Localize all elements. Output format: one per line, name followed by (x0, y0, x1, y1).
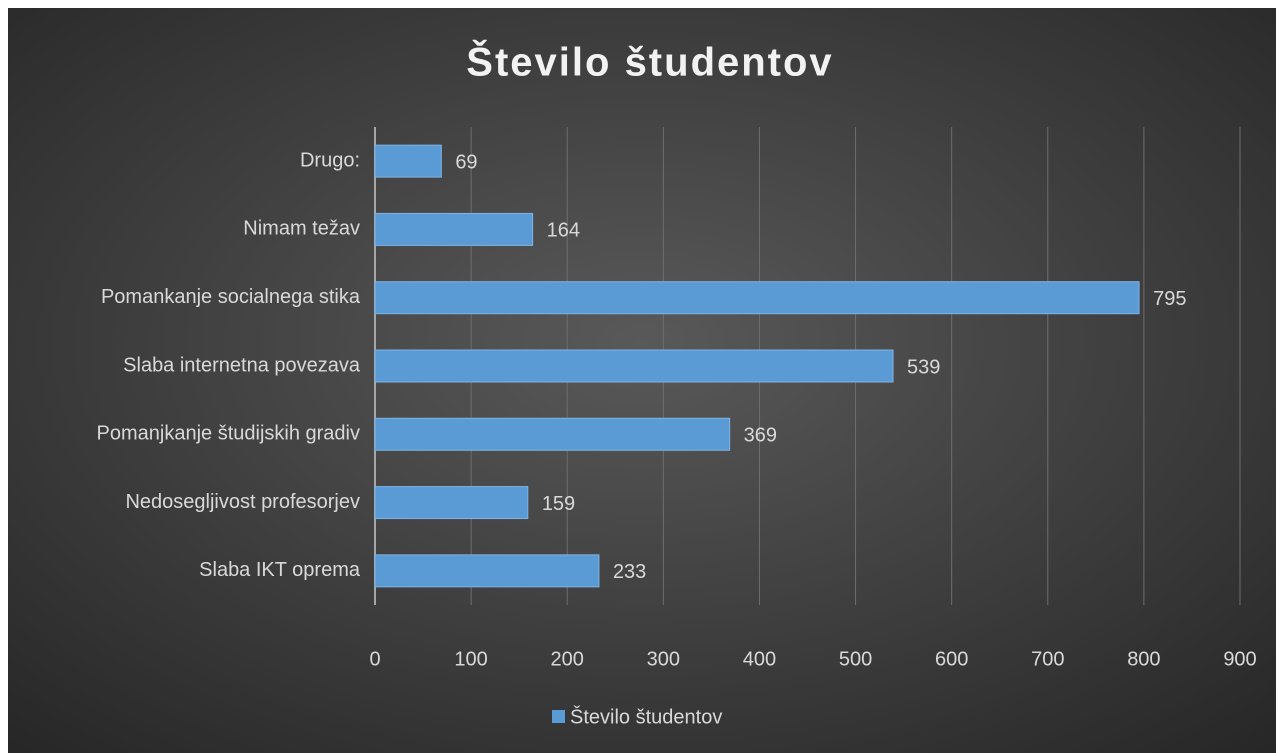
x-tick-label: 600 (935, 648, 968, 670)
data-label: 795 (1153, 288, 1186, 310)
y-tick-label: Nimam težav (243, 218, 360, 240)
data-label: 233 (613, 561, 646, 583)
y-tick-label: Pomankanje socialnega stika (101, 286, 361, 308)
y-tick-label: Pomanjkanje študijskih gradiv (97, 423, 360, 445)
legend-label: Število študentov (570, 705, 722, 728)
bar (374, 554, 600, 588)
bar (374, 212, 534, 246)
y-tick-label: Slaba internetna povezava (123, 354, 361, 376)
data-label: 369 (744, 425, 777, 447)
data-label: 159 (542, 493, 575, 515)
x-tick-label: 300 (647, 648, 680, 670)
x-tick-label: 200 (551, 648, 584, 670)
x-tick-label: 700 (1031, 648, 1064, 670)
legend-swatch (552, 710, 565, 723)
chart-title: Število študentov (466, 39, 833, 85)
y-tick-label: Slaba IKT oprema (199, 559, 361, 581)
data-label: 539 (907, 356, 940, 378)
bar (374, 417, 731, 451)
x-tick-label: 500 (839, 648, 872, 670)
y-tick-label: Drugo: (300, 149, 360, 171)
bar (374, 144, 442, 178)
bar (374, 281, 1140, 315)
x-tick-label: 100 (454, 648, 487, 670)
x-tick-label: 800 (1127, 648, 1160, 670)
x-tick-label: 0 (369, 648, 380, 670)
x-tick-label: 400 (743, 648, 776, 670)
bar (374, 349, 894, 383)
data-label: 164 (547, 220, 580, 242)
data-label: 69 (455, 151, 477, 173)
y-tick-label: Nedosegljivost profesorjev (125, 491, 360, 513)
x-tick-label: 900 (1223, 648, 1256, 670)
bar (374, 486, 529, 520)
